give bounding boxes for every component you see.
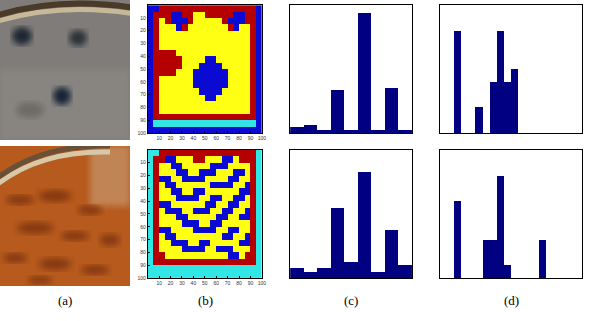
- svg-text:80: 80: [140, 104, 146, 110]
- svg-text:(d): (d): [504, 293, 519, 308]
- svg-text:30: 30: [179, 135, 185, 141]
- svg-text:20: 20: [140, 172, 146, 178]
- svg-text:60: 60: [213, 135, 219, 141]
- svg-text:100: 100: [137, 275, 146, 281]
- svg-text:60: 60: [140, 224, 146, 230]
- svg-text:30: 30: [140, 40, 146, 46]
- svg-text:40: 40: [191, 280, 197, 286]
- svg-text:70: 70: [225, 280, 231, 286]
- svg-text:20: 20: [168, 280, 174, 286]
- svg-text:20: 20: [168, 135, 174, 141]
- svg-text:40: 40: [140, 198, 146, 204]
- svg-text:90: 90: [140, 262, 146, 268]
- svg-text:70: 70: [225, 135, 231, 141]
- svg-text:100: 100: [258, 135, 267, 141]
- svg-text:90: 90: [248, 280, 254, 286]
- svg-text:50: 50: [202, 280, 208, 286]
- svg-text:100: 100: [137, 130, 146, 136]
- svg-text:10: 10: [140, 15, 146, 21]
- svg-text:50: 50: [202, 135, 208, 141]
- svg-text:(c): (c): [344, 293, 358, 308]
- svg-text:(a): (a): [58, 293, 72, 308]
- svg-text:100: 100: [258, 280, 267, 286]
- svg-text:40: 40: [140, 53, 146, 59]
- svg-text:20: 20: [140, 27, 146, 33]
- svg-text:10: 10: [156, 280, 162, 286]
- svg-text:40: 40: [191, 135, 197, 141]
- svg-text:80: 80: [140, 249, 146, 255]
- svg-text:60: 60: [213, 280, 219, 286]
- svg-text:90: 90: [248, 135, 254, 141]
- svg-text:30: 30: [179, 280, 185, 286]
- svg-text:70: 70: [140, 236, 146, 242]
- svg-text:80: 80: [236, 135, 242, 141]
- svg-text:(b): (b): [198, 293, 213, 308]
- svg-text:30: 30: [140, 185, 146, 191]
- svg-text:60: 60: [140, 79, 146, 85]
- svg-text:10: 10: [140, 159, 146, 165]
- svg-text:50: 50: [140, 66, 146, 72]
- svg-text:90: 90: [140, 117, 146, 123]
- svg-text:70: 70: [140, 91, 146, 97]
- svg-text:10: 10: [156, 135, 162, 141]
- svg-text:80: 80: [236, 280, 242, 286]
- svg-text:50: 50: [140, 211, 146, 217]
